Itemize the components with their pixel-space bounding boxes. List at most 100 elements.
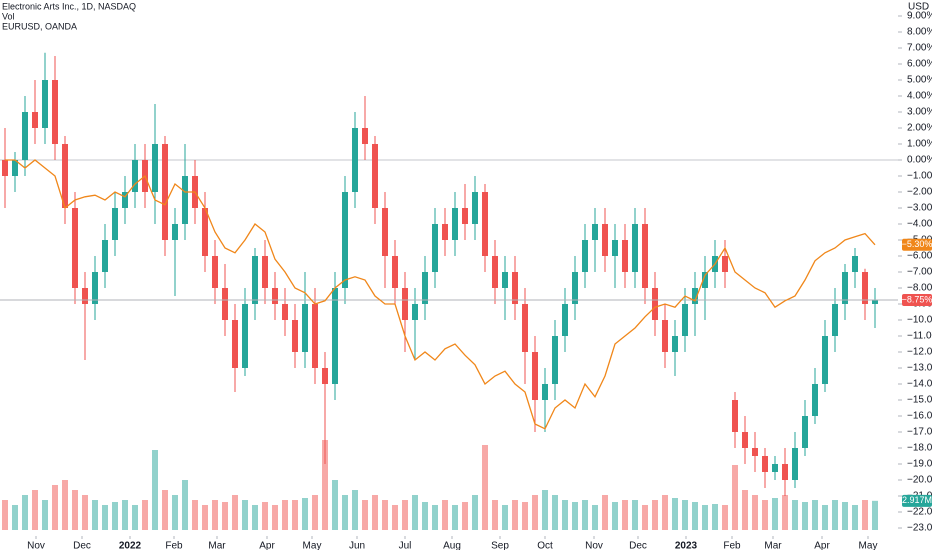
candle-body xyxy=(62,144,68,208)
y-tick-label: −3.00% xyxy=(907,203,932,214)
candle-body xyxy=(662,320,668,352)
x-tick-label: 2023 xyxy=(675,541,698,550)
volume-bar xyxy=(422,502,428,530)
volume-bar xyxy=(392,505,398,530)
candle-body xyxy=(622,240,628,272)
volume-bar xyxy=(672,498,678,530)
candle-body xyxy=(52,80,58,144)
volume-bar xyxy=(452,505,458,530)
volume-bar xyxy=(512,500,518,530)
candle-body xyxy=(552,336,558,384)
volume-bar xyxy=(742,490,748,530)
candle-body xyxy=(392,256,398,288)
y-tick-label: −23.00% xyxy=(907,523,932,534)
volume-bar xyxy=(632,500,638,530)
candle-body xyxy=(872,300,878,304)
volume-last-label: 2.917M xyxy=(902,495,932,505)
candle-body xyxy=(102,240,108,272)
volume-bar xyxy=(832,500,838,530)
volume-bar xyxy=(622,500,628,530)
candle-body xyxy=(492,256,498,288)
candle-body xyxy=(332,288,338,384)
volume-bar xyxy=(872,500,878,530)
candle-body xyxy=(22,112,28,160)
volume-bar xyxy=(382,500,388,530)
candle-body xyxy=(812,384,818,416)
x-tick-label: Dec xyxy=(629,541,647,550)
candle-body xyxy=(572,272,578,304)
y-tick-label: −18.00% xyxy=(907,443,932,454)
candle-body xyxy=(312,304,318,368)
volume-bar xyxy=(652,500,658,530)
candle-body xyxy=(542,384,548,400)
candle-body xyxy=(82,288,88,304)
volume-bar xyxy=(22,495,28,530)
candle-body xyxy=(602,224,608,256)
candle-body xyxy=(412,304,418,320)
candle-body xyxy=(152,144,158,192)
volume-bar xyxy=(302,498,308,530)
y-tick-label: −10.00% xyxy=(907,315,932,326)
y-tick-label: 1.00% xyxy=(907,139,932,150)
y-tick-label: −1.00% xyxy=(907,171,932,182)
candle-body xyxy=(632,224,638,272)
candle-body xyxy=(382,208,388,256)
candle-body xyxy=(302,304,308,352)
volume-bar xyxy=(582,500,588,530)
y-tick-label: −6.00% xyxy=(907,251,932,262)
y-tick-label: −17.00% xyxy=(907,427,932,438)
candle-body xyxy=(402,288,408,320)
volume-bar xyxy=(352,490,358,530)
x-tick-label: Apr xyxy=(259,541,275,550)
volume-bar xyxy=(442,500,448,530)
volume-bar xyxy=(712,504,718,530)
candle-body xyxy=(702,272,708,288)
volume-bar xyxy=(592,505,598,530)
y-tick-label: −19.00% xyxy=(907,459,932,470)
candle-body xyxy=(452,208,458,240)
candle-body xyxy=(692,288,698,304)
y-tick-label: −12.00% xyxy=(907,347,932,358)
y-tick-label: −2.00% xyxy=(907,187,932,198)
y-tick-label: −20.00% xyxy=(907,475,932,486)
candle-body xyxy=(282,304,288,320)
volume-bar xyxy=(182,480,188,530)
candle-body xyxy=(242,304,248,368)
candle-body xyxy=(342,192,348,288)
x-tick-label: Mar xyxy=(764,541,782,550)
candle-body xyxy=(172,224,178,240)
volume-bar xyxy=(532,495,538,530)
volume-bar xyxy=(82,495,88,530)
volume-bar xyxy=(282,500,288,530)
volume-bar xyxy=(552,495,558,530)
candle-body xyxy=(262,256,268,288)
candle-body xyxy=(322,368,328,384)
candle-body xyxy=(112,208,118,240)
volume-bar xyxy=(162,490,168,530)
volume-bar xyxy=(602,495,608,530)
volume-bar xyxy=(812,500,818,530)
volume-bar xyxy=(142,500,148,530)
y-tick-label: 7.00% xyxy=(907,43,932,54)
candle-body xyxy=(732,400,738,432)
volume-bar xyxy=(362,500,368,530)
y-tick-label: −14.00% xyxy=(907,379,932,390)
legend-main: Electronic Arts Inc., 1D, NASDAQ xyxy=(2,1,136,11)
volume-last-label-bg xyxy=(902,494,932,507)
volume-bar xyxy=(242,500,248,530)
overlay-line xyxy=(5,159,876,430)
axis-unit: USD xyxy=(908,2,929,13)
x-tick-label: Apr xyxy=(814,541,830,550)
x-tick-label: Nov xyxy=(27,541,45,550)
candle-body xyxy=(562,304,568,336)
volume-bar xyxy=(252,505,258,530)
volume-bar xyxy=(12,505,18,530)
volume-bar xyxy=(212,500,218,530)
candle-body xyxy=(442,224,448,240)
candle-body xyxy=(252,256,258,304)
y-tick-label: −13.00% xyxy=(907,363,932,374)
candle-body xyxy=(612,240,618,256)
volume-bar xyxy=(472,495,478,530)
volume-bar xyxy=(772,498,778,530)
